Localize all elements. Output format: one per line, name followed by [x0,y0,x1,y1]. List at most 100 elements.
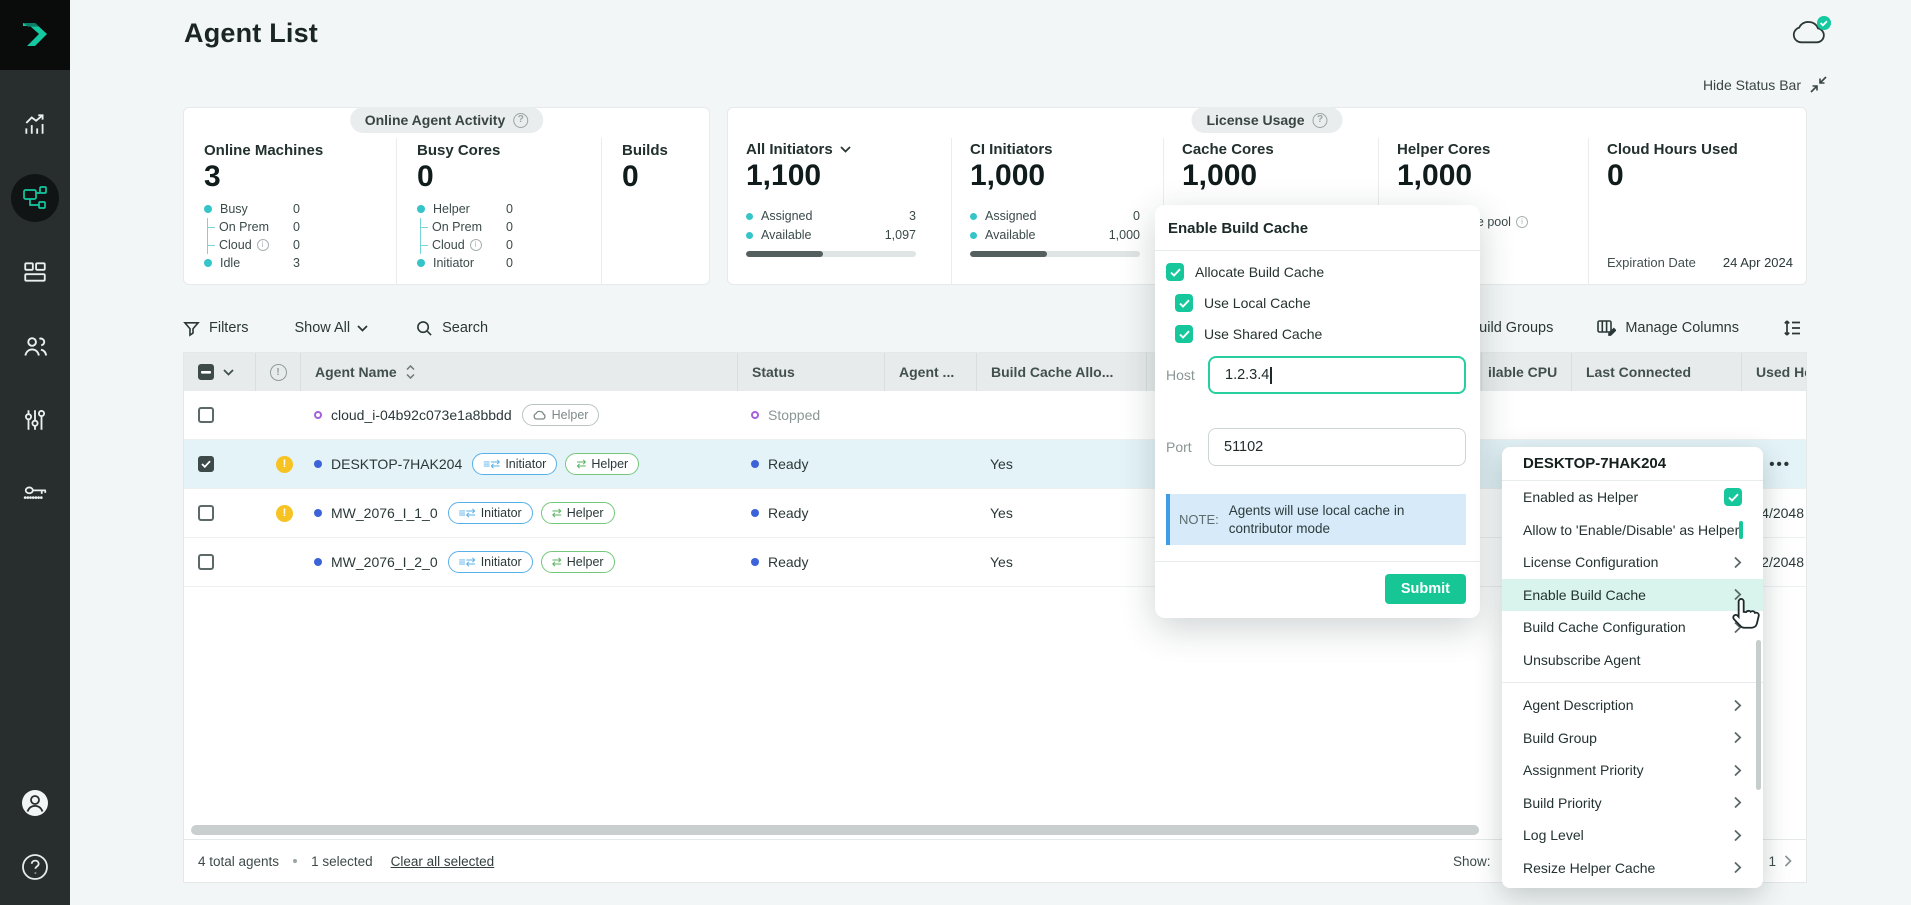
online-machines-title: Online Machines [204,142,396,159]
chevron-down-icon[interactable] [840,146,851,153]
column-agent[interactable]: Agent ... [884,353,976,391]
warning-icon[interactable]: ! [276,505,293,522]
license-usage-tab: License Usage ? [1191,107,1342,133]
account-avatar-icon[interactable] [11,779,59,827]
helper-cores-value: 1,000 [1397,159,1588,194]
checkbox-unchecked-icon[interactable] [1739,521,1743,539]
stopped-dot [314,411,322,419]
incredibuild-logo[interactable] [0,0,70,70]
info-icon[interactable]: i [1516,216,1528,228]
column-last-connected[interactable]: Last Connected [1571,353,1741,391]
analytics-icon[interactable] [11,100,59,148]
online-agent-activity-label: Online Agent Activity [365,112,506,128]
collapse-icon [1810,76,1827,93]
select-all-checkbox[interactable] [198,364,214,380]
menu-item-license-configuration[interactable]: License Configuration [1502,546,1763,579]
menu-item-enabled-as-helper[interactable]: Enabled as Helper [1502,481,1763,514]
status-label: Ready [768,505,808,521]
initiator-label: Initiator [433,256,474,270]
onprem-label: On Prem [432,220,482,234]
column-status[interactable]: Status [737,353,884,391]
available-label: Available [761,228,812,242]
online-agent-activity-card: Online Agent Activity ? Online Machines … [183,107,710,285]
build-cache-allocated: Yes [976,538,1146,586]
ci-initiators-value: 1,000 [970,159,1163,194]
online-machines-breakdown: Busy0 On Prem0 Cloudi0 Idle3 [204,200,300,272]
menu-item-allow-enable-disable-helper[interactable]: Allow to 'Enable/Disable' as Helper [1502,514,1763,547]
port-input[interactable]: 51102 [1208,428,1466,466]
row-checkbox-checked[interactable] [198,456,214,472]
host-label: Host [1166,367,1202,383]
help-icon[interactable] [11,843,59,891]
cloud-sync-icon[interactable] [1789,14,1835,52]
info-icon[interactable]: i [257,239,269,251]
info-icon[interactable]: i [470,239,482,251]
warning-icon[interactable]: ! [276,456,293,473]
manage-columns-label: Manage Columns [1625,320,1739,336]
row-height-button[interactable] [1783,319,1801,337]
row-checkbox[interactable] [198,505,214,521]
horizontal-scrollbar[interactable] [191,825,1479,835]
next-page-icon[interactable] [1784,855,1792,867]
column-used-helper[interactable]: Used Helper [1741,353,1806,391]
menu-item-resize-helper-cache[interactable]: Resize Helper Cache [1502,852,1763,885]
filters-button[interactable]: Filters [183,320,248,337]
column-agent-name[interactable]: Agent Name [300,353,737,391]
menu-item-agent-description[interactable]: Agent Description [1502,689,1763,722]
search-button[interactable]: Search [416,320,488,337]
help-question-icon[interactable]: ? [1313,113,1328,128]
agents-icon[interactable] [11,174,59,222]
filters-label: Filters [209,320,248,336]
helper-badge: ⇄Helper [541,502,615,524]
allocate-build-cache-checkbox[interactable]: Allocate Build Cache [1166,263,1464,281]
menu-scrollbar[interactable] [1756,640,1761,790]
checkbox-checked-icon [1175,294,1193,312]
ci-initiators-title: CI Initiators [970,141,1053,158]
help-question-icon[interactable]: ? [513,113,528,128]
menu-item-enable-build-cache[interactable]: Enable Build Cache [1502,579,1763,612]
ci-initiators-section: CI Initiators 1,000 Assigned0 Available1… [951,138,1163,284]
page-number[interactable]: 1 [1768,854,1776,869]
hide-status-bar-button[interactable]: Hide Status Bar [1703,76,1827,93]
modal-title: Enable Build Cache [1155,205,1480,251]
menu-item-build-group[interactable]: Build Group [1502,722,1763,755]
assigned-dot [746,213,753,220]
menu-item-log-level[interactable]: Log Level [1502,819,1763,852]
clear-all-selected-link[interactable]: Clear all selected [391,854,495,869]
submit-button[interactable]: Submit [1385,574,1466,604]
manage-columns-button[interactable]: Manage Columns [1597,319,1739,337]
row-checkbox[interactable] [198,554,214,570]
use-shared-cache-checkbox[interactable]: Use Shared Cache [1175,325,1464,343]
column-build-cache[interactable]: Build Cache Allo... [976,353,1146,391]
agent-name: MW_2076_I_2_0 [331,554,438,570]
checkbox-checked-icon[interactable] [1724,488,1742,506]
show-all-dropdown[interactable]: Show All [294,320,368,336]
row-actions-button[interactable]: ••• [1769,456,1806,473]
column-available-cpu[interactable]: ilable CPU [1481,353,1571,391]
menu-item-build-priority[interactable]: Build Priority [1502,787,1763,820]
host-input[interactable]: 1.2.3.4 [1208,356,1466,394]
use-local-cache-checkbox[interactable]: Use Local Cache [1175,294,1464,312]
license-key-icon[interactable] [11,470,59,518]
idle-label: Idle [220,256,240,270]
users-icon[interactable] [11,322,59,370]
row-checkbox[interactable] [198,407,214,423]
menu-item-build-cache-configuration[interactable]: Build Cache Configuration [1502,611,1763,644]
sort-icon[interactable] [406,365,415,379]
menu-item-unsubscribe-agent[interactable]: Unsubscribe Agent [1502,644,1763,677]
settings-sliders-icon[interactable] [11,396,59,444]
builds-value: 0 [622,160,709,195]
cache-cores-title: Cache Cores [1182,141,1274,158]
chevron-right-icon [1734,796,1742,809]
menu-item-assignment-priority[interactable]: Assignment Priority [1502,754,1763,787]
selection-menu-chevron-icon[interactable] [223,369,234,376]
alerts-column-icon[interactable]: ! [270,364,287,381]
table-row[interactable]: cloud_i-04b92c073e1a8bbdd Helper Stopped [184,391,1806,440]
hide-status-bar-label: Hide Status Bar [1703,77,1801,93]
menu-divider [1502,682,1763,683]
builds-title: Builds [622,142,709,159]
busy-cores-section: Busy Cores 0 Helper0 On Prem0 Cloudi0 In… [396,138,601,284]
agent-list-page: Agent List Hide Status Bar Online Agent … [0,0,1911,905]
assigned-value: 0 [1133,209,1140,223]
builds-icon[interactable] [11,248,59,296]
